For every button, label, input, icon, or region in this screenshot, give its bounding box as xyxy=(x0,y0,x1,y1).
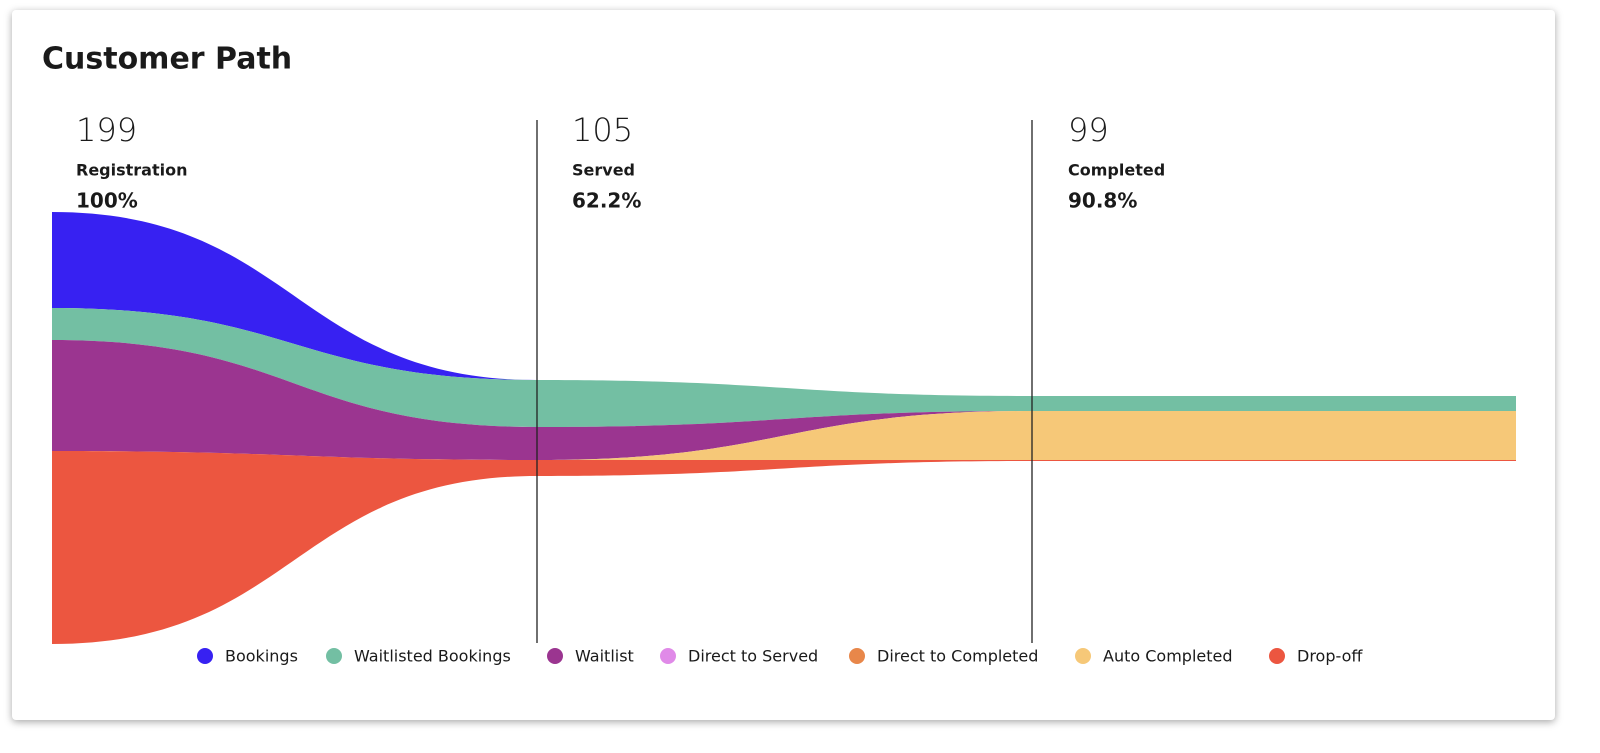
stream xyxy=(52,411,1516,460)
stage-count: 199 xyxy=(76,111,137,149)
legend-label: Direct to Completed xyxy=(877,647,1038,666)
stage-percent: 62.2% xyxy=(572,189,641,213)
stage-count: 99 xyxy=(1068,111,1109,149)
legend-label: Auto Completed xyxy=(1103,647,1233,666)
legend-label: Waitlisted Bookings xyxy=(354,647,511,666)
legend-label: Drop-off xyxy=(1297,647,1363,666)
stream xyxy=(52,308,1516,427)
stage-label: Completed xyxy=(1068,161,1165,180)
legend-dot xyxy=(849,648,865,664)
legend-dot xyxy=(197,648,213,664)
stream xyxy=(52,451,1516,644)
stage-percent: 90.8% xyxy=(1068,189,1137,213)
legend-dot xyxy=(1269,648,1285,664)
stage-label: Served xyxy=(572,161,635,180)
legend-dot xyxy=(326,648,342,664)
legend-dot xyxy=(660,648,676,664)
stream xyxy=(52,340,1516,460)
title: Customer Path xyxy=(42,42,292,77)
stage-percent: 100% xyxy=(76,189,138,213)
legend-label: Waitlist xyxy=(575,647,634,666)
legend-dot xyxy=(1075,648,1091,664)
stage-count: 105 xyxy=(572,111,633,149)
legend-label: Direct to Served xyxy=(688,647,818,666)
legend-label: Bookings xyxy=(225,647,298,666)
legend-dot xyxy=(547,648,563,664)
streams xyxy=(52,212,1516,644)
stage-label: Registration xyxy=(76,161,187,180)
